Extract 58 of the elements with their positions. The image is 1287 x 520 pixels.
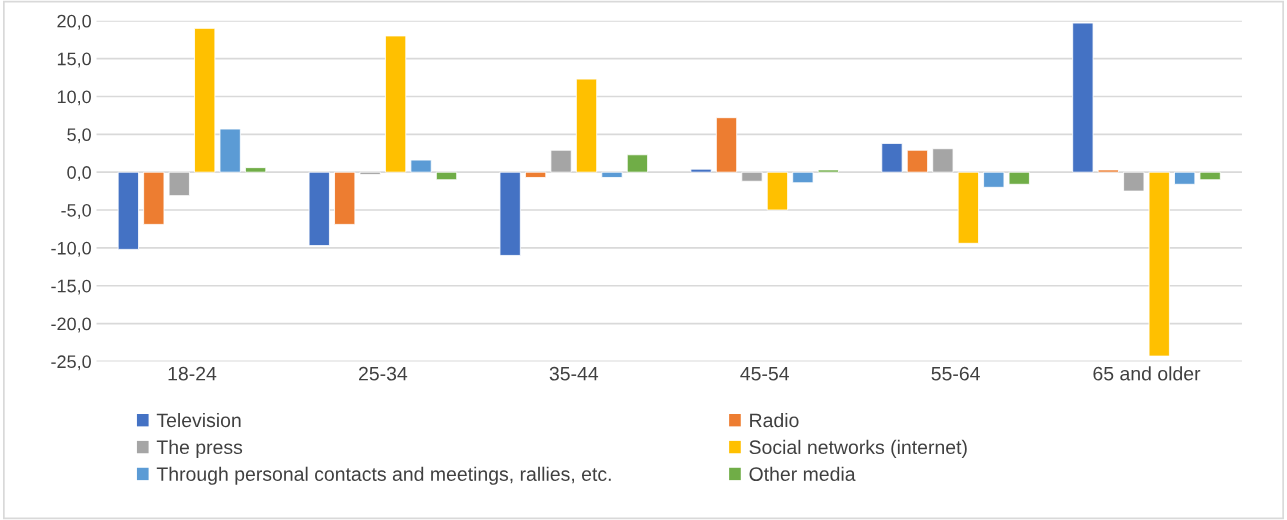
bar: [1148, 171, 1170, 357]
bar: [117, 171, 139, 250]
bar: [1008, 171, 1030, 185]
x-tick-label: 25-34: [359, 366, 408, 381]
bar: [359, 171, 381, 175]
x-tick-label: 18-24: [168, 366, 217, 381]
x-tick-label: 55-64: [931, 366, 980, 381]
x-tick-label: 45-54: [740, 366, 789, 381]
bar: [1072, 22, 1094, 173]
bar: [690, 168, 712, 173]
bar: [932, 148, 954, 173]
bar: [334, 171, 356, 225]
bar: [168, 171, 190, 197]
y-tick-label: 15,0: [57, 52, 91, 68]
y-tick-label: -15,0: [51, 279, 91, 295]
bar: [194, 27, 216, 173]
y-tick-label: 20,0: [57, 14, 91, 30]
bar: [245, 167, 267, 173]
bar: [410, 159, 432, 173]
bar: [219, 128, 241, 173]
bar: [550, 149, 572, 173]
bar: [817, 169, 839, 173]
y-tick-label: 5,0: [67, 128, 91, 144]
legend-label: Radio: [750, 412, 799, 428]
y-tick-label: 10,0: [57, 90, 91, 106]
bar: [766, 171, 789, 211]
y-tick-label: -20,0: [51, 317, 91, 333]
bar: [143, 171, 165, 225]
bar: [575, 78, 598, 173]
bar: [435, 171, 458, 181]
bar: [626, 154, 649, 173]
bar: [792, 171, 814, 184]
legend-label: The press: [156, 439, 243, 458]
bar: [957, 171, 979, 244]
legend-label: Through personal contacts and meetings, rallies, etc.: [156, 466, 611, 485]
legend-label: Other media: [749, 466, 856, 481]
bar: [1199, 171, 1221, 181]
y-tick-label: -5,0: [61, 203, 91, 219]
legend-label: Social networks (internet): [749, 439, 967, 458]
bar: [1123, 171, 1145, 192]
bar: [741, 171, 763, 182]
y-tick-label: -10,0: [51, 241, 91, 257]
y-tick-label: -25,0: [51, 355, 91, 371]
y-tick-label: 0,0: [67, 166, 91, 182]
bar: [308, 171, 330, 247]
bar: [1097, 169, 1119, 173]
bar: [385, 35, 407, 173]
bar: [601, 171, 623, 178]
bar: [715, 117, 738, 173]
x-tick-label: 65 and older: [1093, 366, 1201, 381]
x-tick-label: 35-44: [549, 366, 599, 381]
legend-label: Television: [156, 412, 241, 428]
bar: [881, 143, 903, 173]
bar: [906, 149, 929, 173]
bar: [983, 171, 1005, 188]
bar: [525, 171, 547, 178]
bar: [499, 171, 521, 256]
bar: [1174, 171, 1196, 185]
